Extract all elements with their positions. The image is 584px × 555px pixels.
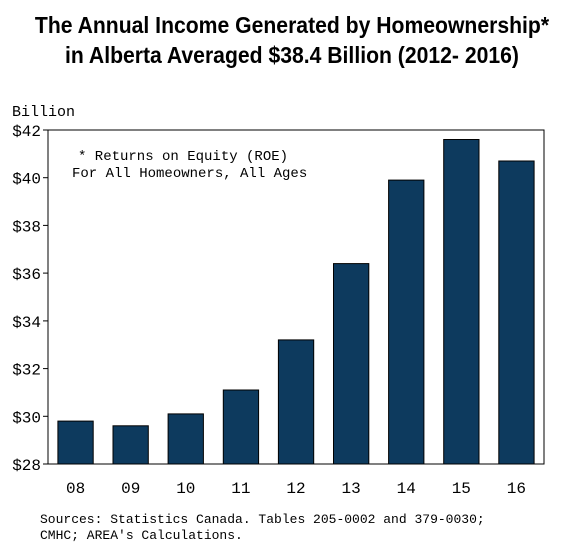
y-tick-label: $34 — [12, 314, 41, 332]
sources-line-2: CMHC; AREA's Calculations. — [40, 528, 243, 543]
sources-note: Sources: Statistics Canada. Tables 205-0… — [40, 512, 485, 544]
bar-08 — [57, 420, 94, 465]
y-tick-label: $32 — [12, 362, 41, 380]
bar-15 — [443, 139, 480, 465]
y-tick-label: $36 — [12, 266, 41, 284]
y-axis-ticks: $28 $30 $32 $34 $36 $38 $40 $42 — [12, 123, 48, 475]
y-axis-label: Billion — [12, 104, 75, 121]
x-tick-label-14: 14 — [397, 480, 416, 498]
y-tick-label: $38 — [12, 218, 41, 236]
x-tick-label-08: 08 — [66, 480, 85, 498]
bars-group — [57, 139, 535, 465]
x-axis-ticks: 08 09 10 11 12 13 14 15 16 — [66, 480, 526, 498]
x-tick-label-11: 11 — [231, 480, 250, 498]
chart-title-line-1: The Annual Income Generated by Homeowner… — [34, 12, 550, 38]
bar-10 — [167, 413, 204, 465]
bar-11 — [222, 389, 260, 465]
chart-title: The Annual Income Generated by Homeowner… — [23, 10, 560, 70]
bar-12 — [277, 339, 315, 465]
y-tick-label: $40 — [12, 171, 41, 189]
bar-09 — [112, 425, 149, 465]
chart-title-line-2: in Alberta Averaged $38.4 Billion (2012-… — [65, 42, 519, 68]
y-tick-label: $42 — [12, 123, 41, 141]
x-tick-label-12: 12 — [286, 480, 305, 498]
x-tick-label-09: 09 — [121, 480, 140, 498]
x-tick-label-15: 15 — [452, 480, 471, 498]
sources-line-1: Sources: Statistics Canada. Tables 205-0… — [40, 512, 485, 527]
x-tick-label-10: 10 — [176, 480, 195, 498]
annotation-line-1: * Returns on Equity (ROE) — [78, 149, 288, 165]
bar-16 — [498, 160, 535, 465]
x-tick-label-16: 16 — [507, 480, 526, 498]
bar-14 — [388, 179, 425, 465]
x-tick-label-13: 13 — [341, 480, 360, 498]
y-tick-label: $30 — [12, 409, 41, 427]
annotation-line-2: For All Homeowners, All Ages — [72, 166, 307, 182]
y-tick-label: $28 — [12, 457, 41, 475]
bar-13 — [333, 263, 370, 465]
bar-chart: Billion $28 $30 $32 $34 $36 $38 $40 $42 08 09 10 1… — [12, 104, 545, 498]
